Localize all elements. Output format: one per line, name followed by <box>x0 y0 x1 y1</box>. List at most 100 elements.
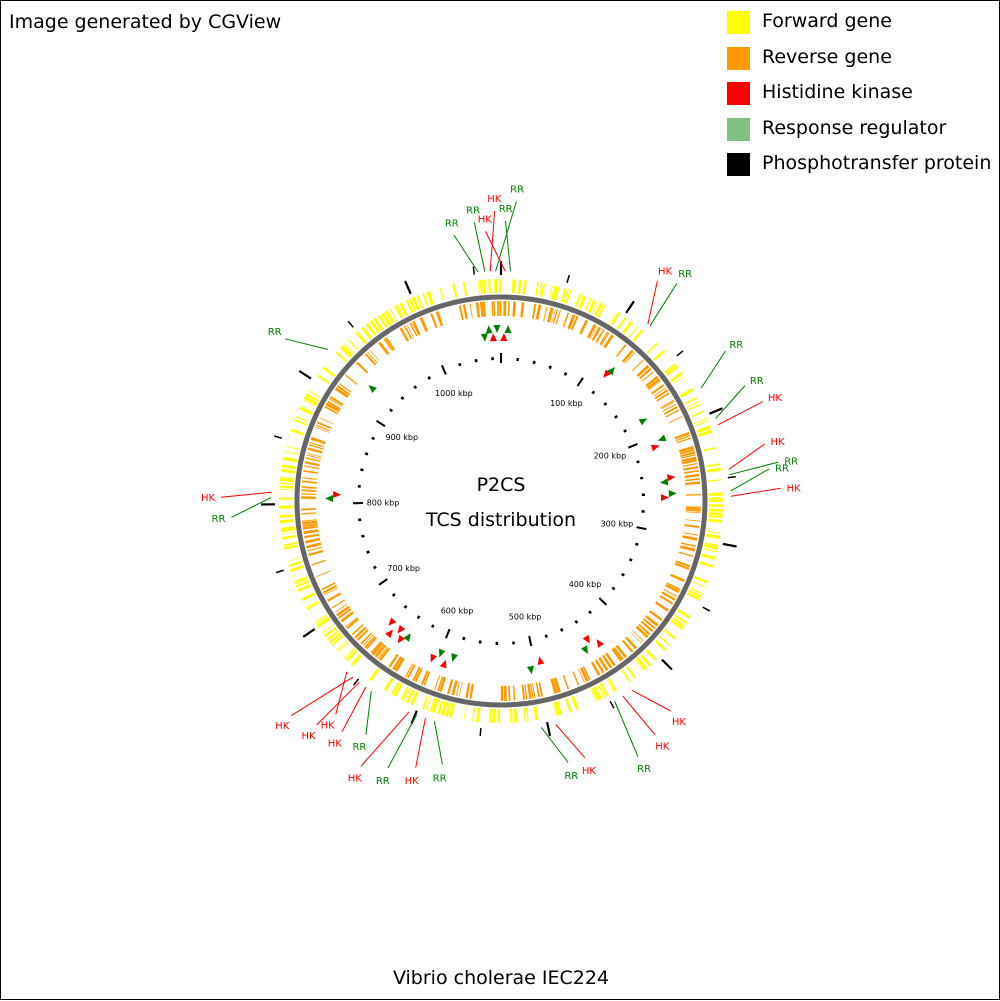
tcs-callout-label: HK <box>658 266 673 277</box>
reverse-gene <box>301 496 316 499</box>
inner-tick <box>612 588 614 590</box>
forward-gene <box>694 418 707 424</box>
inner-tick <box>405 606 407 608</box>
tcs-callout-label: RR <box>510 184 524 195</box>
forward-gene <box>565 698 572 712</box>
reverse-gene <box>469 684 473 699</box>
reverse-gene <box>500 301 502 316</box>
tcs-callout-label: HK <box>348 774 363 785</box>
forward-gene <box>282 535 296 540</box>
outer-tick <box>480 728 481 736</box>
inner-tick <box>637 527 647 529</box>
tick-label: 100 kbp <box>550 399 583 408</box>
reverse-gene <box>572 671 579 685</box>
tcs-callout-line <box>632 690 671 711</box>
tcs-callout-label: HK <box>275 721 290 732</box>
forward-gene <box>695 420 708 426</box>
reverse-gene <box>655 601 669 611</box>
inner-tick <box>615 416 617 418</box>
forward-gene <box>281 469 295 474</box>
outer-tick <box>274 436 282 438</box>
inner-tick <box>365 453 368 454</box>
forward-gene <box>699 561 713 568</box>
tcs-callout-line <box>388 715 417 768</box>
tcs-arrow-hk <box>395 635 405 646</box>
forward-gene <box>492 709 495 723</box>
reverse-gene <box>684 474 699 478</box>
tcs-arrow-rr <box>504 325 511 333</box>
tcs-callout-label: HK <box>787 484 802 495</box>
reverse-gene <box>420 317 429 332</box>
inner-tick <box>432 625 433 628</box>
reverse-gene <box>666 410 680 418</box>
forward-gene <box>526 707 529 721</box>
tcs-callout-line <box>317 682 360 725</box>
reverse-gene <box>493 301 495 316</box>
tcs-arrow-rr <box>481 333 489 342</box>
reverse-gene <box>679 552 694 557</box>
tcs-callout-label: RR <box>564 771 578 782</box>
tcs-callout-label: RR <box>637 764 651 775</box>
tick-label: 500 kbp <box>509 613 542 622</box>
reverse-gene <box>327 592 341 601</box>
reverse-gene <box>476 302 480 317</box>
forward-gene <box>709 493 723 496</box>
inner-tick <box>418 616 420 619</box>
tcs-arrow-hk <box>427 654 437 664</box>
forward-gene <box>709 497 723 499</box>
forward-gene <box>626 666 636 678</box>
tick-label: 300 kbp <box>601 519 634 528</box>
outer-tick <box>626 301 634 313</box>
forward-gene <box>707 468 721 473</box>
tcs-callout-label: HK <box>405 776 420 787</box>
reverse-gene <box>465 683 470 698</box>
forward-gene <box>317 375 330 385</box>
tcs-callout-line <box>416 718 426 768</box>
reverse-gene <box>684 524 699 528</box>
organism-name: Vibrio cholerae IEC224 <box>1 967 1000 989</box>
reverse-gene <box>304 534 319 539</box>
forward-gene <box>709 509 723 513</box>
reverse-gene <box>661 591 675 601</box>
reverse-gene <box>563 675 570 690</box>
reverse-gene <box>508 686 510 701</box>
forward-gene <box>653 350 665 361</box>
reverse-gene <box>522 685 526 700</box>
tcs-callout-label: HK <box>478 215 493 226</box>
inner-tick <box>361 470 364 471</box>
tcs-arrow-hk <box>440 659 449 669</box>
forward-gene <box>287 557 301 562</box>
forward-gene <box>518 280 522 294</box>
tcs-arrow-hk <box>661 494 669 501</box>
tcs-callout-label: HK <box>301 731 316 742</box>
reverse-gene <box>532 304 537 319</box>
tcs-arrow-rr <box>436 649 445 659</box>
forward-gene <box>282 464 296 469</box>
inner-tick <box>629 559 632 560</box>
tcs-arrow-rr <box>325 495 333 502</box>
outer-tick <box>303 629 315 637</box>
forward-gene <box>464 706 467 720</box>
forward-gene <box>452 284 457 298</box>
forward-gene <box>286 446 300 450</box>
forward-gene <box>680 388 694 398</box>
tick-label: 600 kbp <box>441 607 474 616</box>
forward-gene <box>694 576 708 584</box>
reverse-gene <box>303 470 318 474</box>
inner-tick <box>534 361 535 364</box>
tcs-callout-label: HK <box>328 738 343 749</box>
inner-tick <box>463 637 464 640</box>
tcs-callout-label: RR <box>499 204 513 215</box>
forward-gene <box>384 678 394 691</box>
inner-tick <box>529 636 531 646</box>
tcs-arrow-hk <box>536 656 545 665</box>
forward-gene-track <box>279 279 723 723</box>
inner-tick <box>592 391 594 393</box>
reverse-gene <box>683 466 698 471</box>
tcs-arrow-hk <box>500 333 507 341</box>
forward-gene <box>478 280 480 294</box>
tcs-callout-label: RR <box>376 776 390 787</box>
inner-tick <box>480 641 481 644</box>
forward-gene <box>338 642 349 652</box>
